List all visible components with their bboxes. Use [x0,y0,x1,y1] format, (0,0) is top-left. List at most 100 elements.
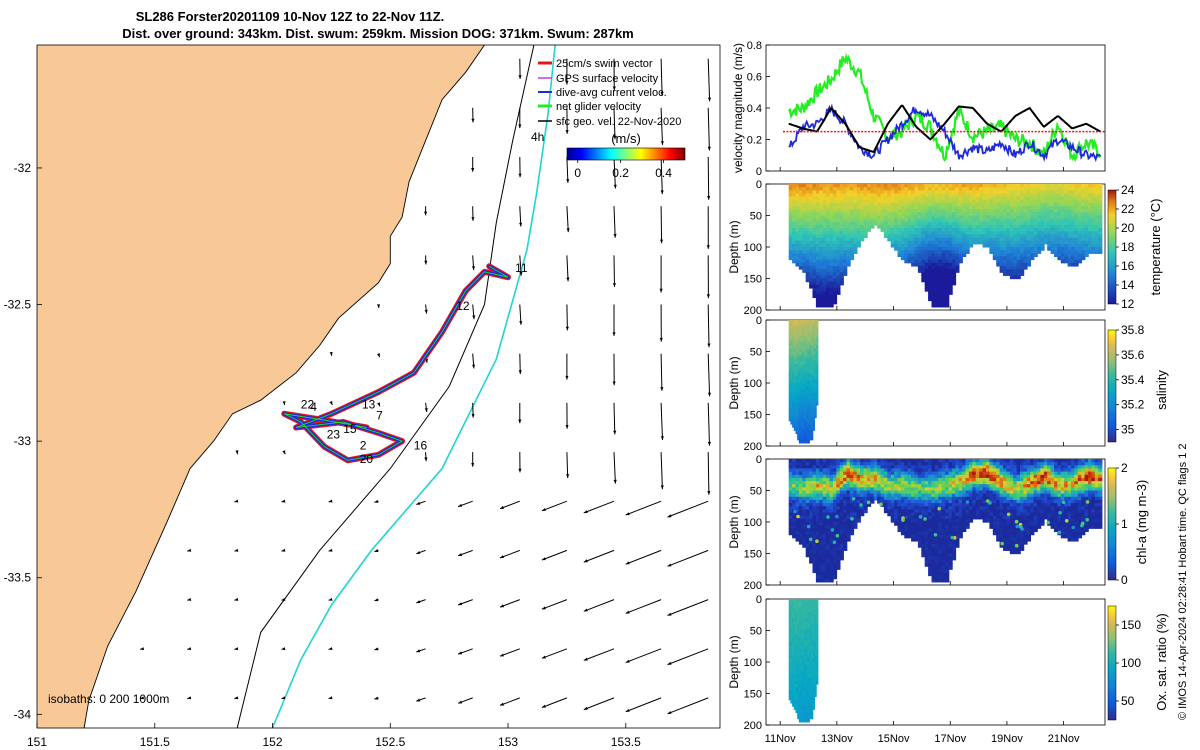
velocity-panel: 00.20.40.60.8 velocity magnitude (m/s) [731,40,1106,178]
section-cell [931,462,936,466]
glider-track [281,263,511,464]
velocity-vector [613,206,616,238]
section-cell [996,199,1001,204]
section-cell [1060,250,1065,254]
section-cell [1077,234,1082,239]
section-cell [938,215,943,220]
section-cell [982,224,987,229]
section-cell [846,259,851,264]
section-cell [798,256,804,261]
section-cell [982,221,987,226]
section-cell [928,512,933,517]
section-cell [836,259,841,264]
section-cell [907,471,912,476]
section-cell [812,228,817,232]
section-cell [788,332,792,337]
section-cell [948,544,953,548]
section-cell [800,351,804,356]
section-cell [802,383,805,387]
section-cell [921,515,926,520]
section-cell [810,414,814,419]
section-cell [911,199,916,204]
section-cell [975,199,980,204]
section-cell [1071,199,1076,204]
section-cell [797,320,800,324]
section-cell [853,218,858,223]
section-cell [815,509,821,514]
section-cell [968,231,974,236]
section-cell [802,462,807,466]
velocity-vector [583,500,615,514]
section-cell [798,405,802,409]
section-cell [880,202,885,207]
section-cell [805,408,809,412]
section-cell [822,294,827,299]
section-cell [1057,250,1062,254]
section-cell [894,193,899,198]
section-cell [792,477,797,482]
section-cell [1050,231,1055,236]
section-cell [968,228,974,232]
section-cell [883,224,889,229]
section-cell [1091,237,1096,242]
section-cell [979,234,984,239]
section-cell [1006,250,1011,254]
section-cell [907,481,912,485]
section-cell [1037,221,1042,226]
section-cell [836,515,841,520]
section-cell [800,398,804,403]
section-cell [962,212,967,217]
section-cell [1057,202,1062,207]
section-cell [788,351,792,356]
section-cell [907,468,912,473]
section-cell [900,250,906,254]
section-cell [955,262,960,267]
section-cell [1009,256,1014,261]
velocity-vector-head [374,598,379,602]
section-cell [809,187,814,191]
section-cell [1040,247,1045,251]
section-cell [829,199,834,204]
section-cell [1098,215,1103,220]
section-cell [914,496,919,501]
section-cell [1006,272,1011,276]
section-cell [914,187,919,191]
section-cell [883,228,889,232]
section-cell [951,209,957,213]
section-cell [873,190,878,195]
section-cell [797,405,800,409]
section-cell [921,262,926,267]
section-cell [921,272,926,276]
section-cell [945,490,950,495]
section-cell [795,468,800,473]
section-cell [797,395,800,400]
section-cell [890,481,895,485]
velocity-vector-head [500,702,504,706]
section-cell [790,411,793,416]
section-cell [877,493,882,498]
section-cell [958,240,963,245]
section-cell [883,196,889,201]
section-cell [853,224,858,229]
section-cell [1064,247,1069,251]
section-cell [832,265,838,270]
section-cell [809,373,812,378]
section-cell [802,338,805,343]
section-cell [924,477,929,482]
section-cell [853,481,858,485]
section-cell [938,187,943,191]
section-cell [800,376,804,381]
section-cell [829,563,834,567]
section-cell [810,389,814,394]
colorbar-tick-label: 35.2 [1121,398,1145,412]
section-cell [1084,253,1089,258]
section-cell [822,509,827,514]
section-cell [812,525,817,529]
section-cell [958,471,963,476]
section-cell [832,193,838,198]
section-cell [812,487,817,492]
section-cell [904,534,909,539]
section-cell [798,515,804,520]
section-cell [798,490,804,495]
section-cell [839,537,844,542]
